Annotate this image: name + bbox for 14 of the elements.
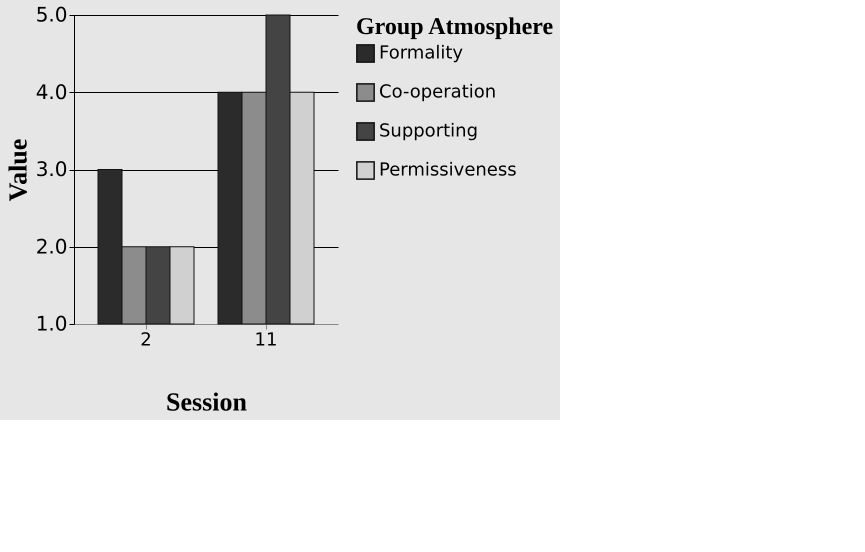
x-axis-title: Session bbox=[166, 388, 248, 416]
legend-label: Supporting bbox=[379, 120, 478, 142]
y-tick-label: 4.0 bbox=[36, 80, 68, 104]
y-axis-title: Value bbox=[4, 138, 33, 202]
legend-label: Co-operation bbox=[379, 82, 496, 102]
y-tick-label: 5.0 bbox=[36, 2, 68, 26]
y-tick-label: 3.0 bbox=[36, 157, 68, 181]
legend-label: Permissiveness bbox=[379, 160, 517, 180]
x-tick-label: 11 bbox=[254, 330, 278, 350]
legend-label: Formality bbox=[379, 42, 464, 64]
legend-title: Group Atmosphere bbox=[356, 14, 554, 40]
y-tick-label: 1.0 bbox=[36, 312, 68, 336]
x-tick-label: 2 bbox=[140, 330, 152, 350]
y-tick-label: 2.0 bbox=[36, 234, 68, 258]
